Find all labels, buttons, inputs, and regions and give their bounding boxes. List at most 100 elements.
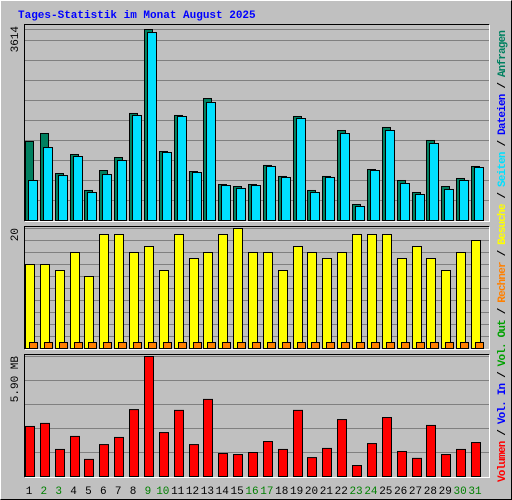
bar: [397, 258, 407, 349]
legend-separator: /: [497, 302, 509, 320]
bar: [322, 258, 332, 349]
bar: [174, 234, 184, 349]
bar: [325, 176, 335, 221]
y-tick-label: 3614: [10, 26, 22, 53]
x-tick-label: 24: [364, 486, 378, 498]
bar: [322, 447, 332, 477]
bar: [297, 342, 306, 349]
legend-separator: /: [497, 244, 509, 262]
bar: [475, 342, 484, 349]
bar: [460, 342, 469, 349]
x-tick-label: 21: [320, 486, 334, 498]
bar: [28, 179, 38, 221]
bar: [87, 191, 97, 222]
bar: [385, 129, 395, 221]
bar: [307, 252, 317, 349]
bar: [55, 448, 65, 478]
bar: [370, 170, 380, 221]
bar: [401, 342, 410, 349]
bar: [293, 409, 303, 478]
bar: [133, 342, 142, 349]
bar: [203, 398, 213, 477]
bar: [148, 342, 157, 349]
bar: [177, 115, 187, 221]
bar: [474, 166, 484, 222]
bar: [129, 252, 139, 349]
legend-entry: Vol. In: [497, 383, 509, 424]
bar: [471, 240, 481, 349]
bar: [203, 252, 213, 349]
x-tick-label: 18: [275, 486, 288, 498]
bar: [162, 151, 172, 221]
bar: [117, 160, 127, 221]
bar: [248, 452, 258, 477]
x-tick-label: 6: [100, 486, 107, 498]
x-tick-label: 10: [156, 486, 169, 498]
bar: [40, 264, 50, 349]
x-tick-label: 30: [454, 486, 467, 498]
legend-entry: Volumen: [497, 441, 509, 482]
bar: [189, 444, 199, 478]
x-tick-label: 26: [394, 486, 407, 498]
bar: [74, 342, 83, 349]
bar: [88, 342, 97, 349]
bar: [218, 234, 228, 349]
bar: [371, 342, 380, 349]
x-tick-label: 7: [115, 486, 122, 498]
bar: [459, 179, 469, 221]
bar: [144, 246, 154, 349]
bar: [426, 424, 436, 478]
bar: [307, 457, 317, 478]
bar: [193, 342, 202, 349]
bar: [55, 270, 65, 349]
bar: [192, 172, 202, 221]
bar: [471, 442, 481, 478]
y-tick-label: 20: [10, 228, 22, 241]
bar: [341, 342, 350, 349]
bar: [251, 185, 261, 221]
x-tick-label: 31: [468, 486, 482, 498]
panel-border-dark: [24, 24, 490, 222]
panel-border-dark: [24, 354, 490, 478]
bar: [29, 342, 38, 349]
x-tick-label: 15: [231, 486, 244, 498]
bar: [59, 342, 68, 349]
bar: [132, 114, 142, 221]
bar: [337, 419, 347, 477]
bar: [441, 270, 451, 349]
x-tick-label: 8: [130, 486, 137, 498]
legend-separator: /: [497, 134, 509, 152]
bar: [382, 417, 392, 477]
bar: [412, 457, 422, 478]
bar: [99, 444, 109, 478]
bar: [129, 409, 139, 477]
x-tick-label: 3: [55, 486, 62, 498]
bar: [159, 432, 169, 478]
bar: [103, 342, 112, 349]
bar: [114, 234, 124, 349]
x-tick-label: 22: [335, 486, 348, 498]
bar: [263, 252, 273, 349]
bar: [40, 422, 50, 477]
x-tick-label: 1: [26, 486, 33, 498]
bar: [415, 193, 425, 222]
bar: [356, 342, 365, 349]
bar: [445, 342, 454, 349]
x-tick-label: 5: [85, 486, 92, 498]
legend-entry: Dateien: [497, 94, 509, 135]
legend-entry: Vol. Out: [497, 319, 509, 366]
bar: [102, 174, 112, 221]
x-tick-label: 27: [409, 486, 422, 498]
bar: [114, 436, 124, 478]
legend-separator: /: [497, 365, 509, 383]
bar: [386, 342, 395, 349]
x-tick-label: 17: [260, 486, 273, 498]
bar: [355, 205, 365, 221]
x-tick-label: 14: [216, 486, 230, 498]
bar: [236, 187, 246, 221]
bar: [444, 188, 454, 222]
panel-border-light: [24, 226, 490, 350]
x-tick-label: 25: [379, 486, 392, 498]
x-tick-label: 16: [245, 486, 258, 498]
